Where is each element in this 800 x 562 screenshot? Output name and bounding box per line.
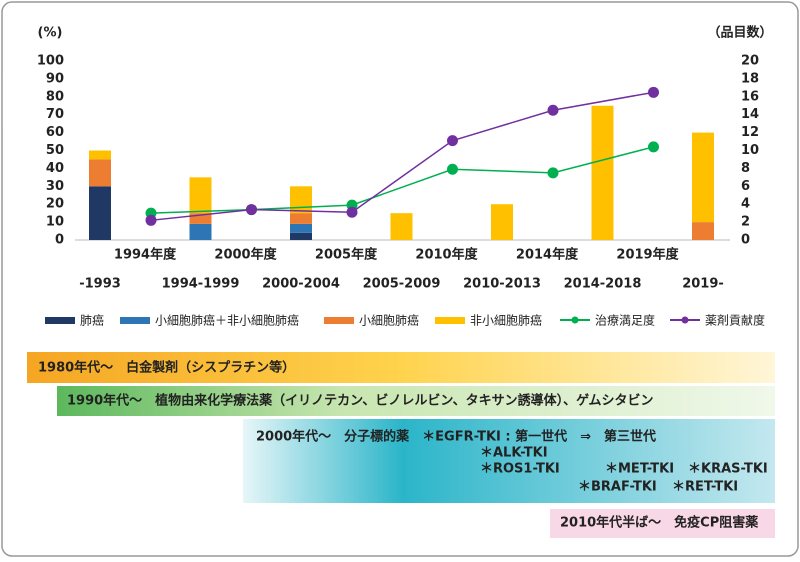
y-tick-label: 50	[46, 143, 64, 158]
band-text: ＊MET-TKI	[605, 462, 674, 477]
band	[27, 352, 775, 383]
legend-label: 小細胞肺癌＋非小細胞肺癌	[155, 313, 299, 328]
bar	[390, 213, 413, 240]
band-text: 1990年代～ 植物由来化学療法薬（イリノテカン、ビノレルビン、タキサン誘導体）…	[67, 393, 653, 409]
y-tick-label: 30	[46, 179, 64, 194]
x-tick-label: 2000年度	[214, 247, 277, 263]
band	[243, 419, 775, 503]
legend-label: 薬剤貢献度	[705, 313, 765, 328]
legend-swatch	[681, 316, 689, 324]
bar	[89, 159, 111, 187]
bar	[692, 222, 714, 240]
line	[150, 146, 654, 214]
point	[145, 214, 157, 226]
bar	[290, 232, 312, 240]
y-tick-label: 20	[46, 197, 64, 212]
y2-tick-label: 14	[741, 107, 759, 122]
y-tick-label: 90	[46, 71, 64, 86]
legend-swatch	[435, 317, 465, 324]
point	[547, 104, 559, 116]
y-axis-label: (%)	[38, 26, 63, 41]
bar	[692, 132, 714, 223]
y2-tick-label: 0	[741, 233, 750, 248]
bar	[89, 186, 111, 240]
y-tick-label: 100	[37, 54, 64, 69]
band-text: ＊ALK-TKI	[480, 446, 548, 461]
y-tick-label: 0	[55, 233, 64, 248]
bar	[189, 177, 212, 214]
legend-swatch	[324, 317, 354, 324]
y2-tick-label: 4	[741, 197, 750, 212]
y2-tick-label: 10	[741, 143, 759, 158]
point	[648, 86, 659, 98]
point	[447, 135, 458, 147]
y2-tick-label: 2	[741, 215, 750, 230]
bar	[290, 223, 312, 233]
y-tick-label: 60	[46, 125, 64, 140]
point	[346, 206, 358, 218]
legend-label: 小細胞肺癌	[359, 313, 419, 328]
x-tick-label: 2019年度	[616, 247, 679, 263]
band	[550, 509, 775, 538]
bar	[189, 223, 212, 240]
bar	[189, 213, 212, 224]
point	[648, 141, 659, 153]
bar	[591, 105, 614, 240]
x-tick-label: -1993	[79, 277, 121, 292]
bar	[89, 150, 111, 160]
band-text: 2010年代半ば～ 免疫CP阻害薬	[560, 515, 759, 531]
band-text: ＊RET-TKI	[672, 480, 738, 495]
y2-tick-label: 8	[741, 161, 750, 176]
x-tick-label: 2014年度	[516, 247, 579, 263]
band-text: ＊ROS1-TKI	[480, 462, 560, 477]
y2-tick-label: 12	[741, 125, 759, 140]
bar	[290, 186, 312, 214]
bar	[491, 204, 513, 240]
legend-swatch	[45, 317, 75, 324]
x-tick-label: 2005-2009	[363, 277, 441, 292]
x-tick-label: 2005年度	[315, 247, 378, 263]
y-tick-label: 70	[46, 107, 64, 122]
y-tick-label: 10	[46, 215, 64, 230]
legend-label: 治療満足度	[595, 313, 655, 328]
x-tick-label: 2014-2018	[564, 277, 642, 292]
legend-label: 非小細胞肺癌	[470, 313, 542, 328]
legend-swatch	[120, 317, 150, 324]
y2-axis-label: （品目数）	[707, 25, 772, 41]
band-text: 2000年代～ 分子標的薬 ＊EGFR-TKI : 第一世代 ⇒ 第三世代	[256, 429, 656, 445]
x-tick-label: 2010年度	[415, 247, 478, 263]
point	[547, 167, 559, 179]
point	[447, 163, 458, 175]
y2-tick-label: 6	[741, 179, 750, 194]
x-tick-label: 2019-	[682, 277, 724, 292]
x-tick-label: 1994年度	[114, 247, 177, 263]
y2-tick-label: 16	[741, 89, 759, 104]
y2-tick-label: 18	[741, 71, 759, 86]
band	[57, 386, 775, 416]
x-tick-label: 1994-1999	[162, 277, 240, 292]
legend-swatch	[571, 316, 579, 324]
x-tick-label: 2010-2013	[463, 277, 541, 292]
y-tick-label: 40	[46, 161, 64, 176]
point	[246, 204, 257, 216]
legend-label: 肺癌	[80, 313, 104, 328]
y-tick-label: 80	[46, 89, 64, 104]
band-text: ＊KRAS-TKI	[688, 462, 768, 477]
line	[150, 91, 654, 222]
x-tick-label: 2000-2004	[262, 277, 340, 292]
bar	[290, 213, 312, 224]
band-text: 1980年代～ 白金製剤（シスプラチン等）	[38, 360, 295, 376]
y2-tick-label: 20	[741, 54, 759, 69]
band-text: ＊BRAF-TKI	[578, 480, 657, 495]
